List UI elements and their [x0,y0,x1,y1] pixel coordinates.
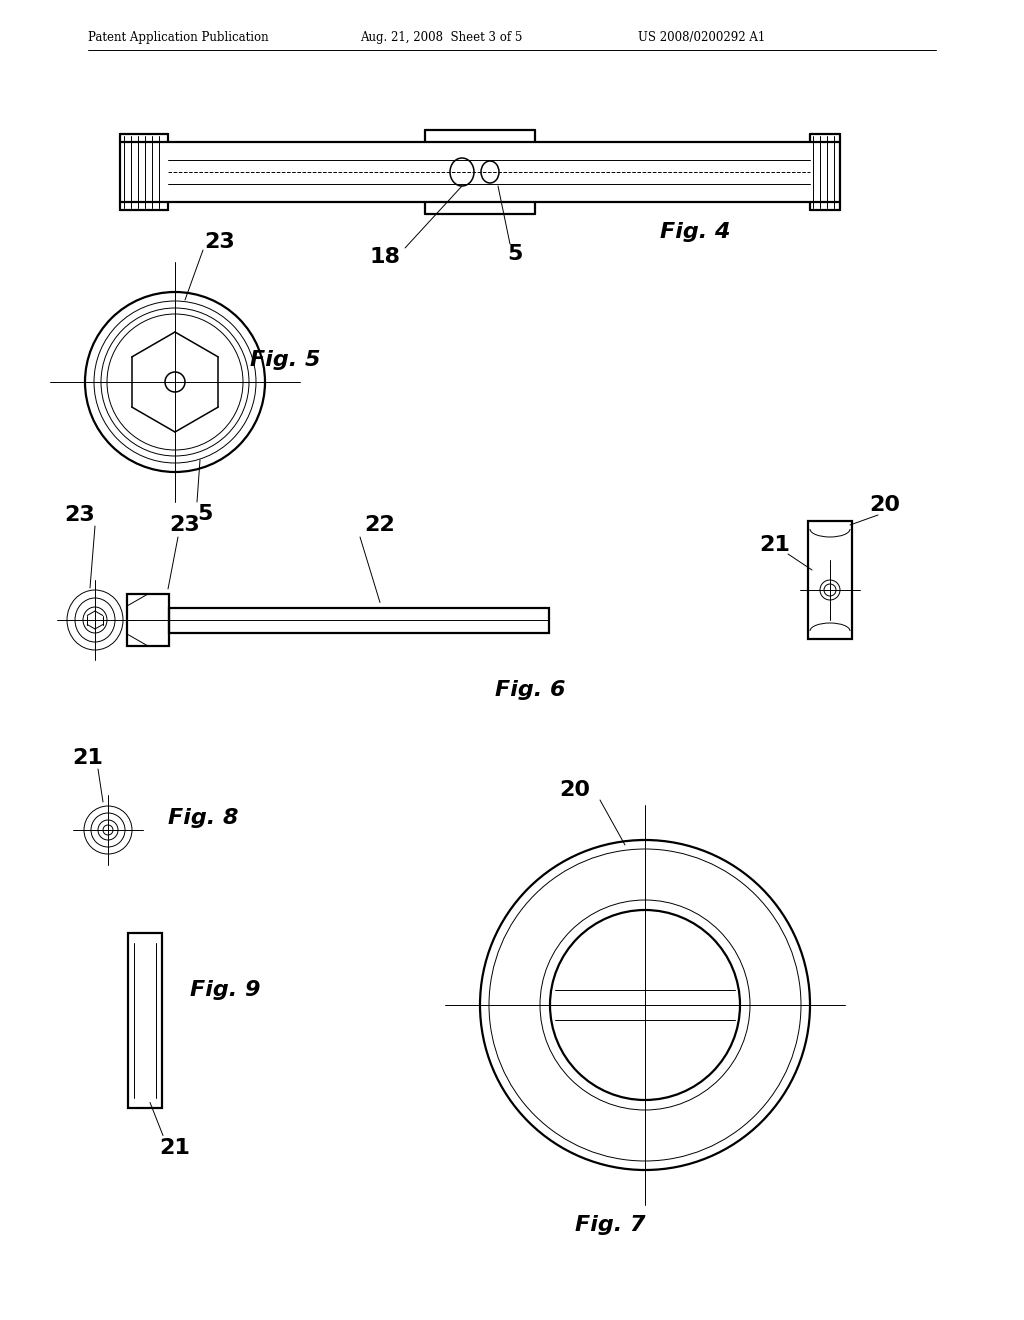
Text: 18: 18 [370,247,400,267]
Text: 5: 5 [507,244,522,264]
Text: Aug. 21, 2008  Sheet 3 of 5: Aug. 21, 2008 Sheet 3 of 5 [360,32,522,45]
Text: Patent Application Publication: Patent Application Publication [88,32,268,45]
Text: Fig. 5: Fig. 5 [250,350,321,370]
Bar [127,594,169,645]
Text: Fig. 9: Fig. 9 [189,979,260,1001]
Text: 23: 23 [205,232,236,252]
Bar [128,932,162,1107]
Text: Fig. 4: Fig. 4 [659,222,730,242]
Text: 20: 20 [869,495,900,515]
Text: 23: 23 [65,506,95,525]
Text: US 2008/0200292 A1: US 2008/0200292 A1 [638,32,765,45]
Text: 21: 21 [160,1138,190,1158]
Text: Fig. 6: Fig. 6 [495,680,565,700]
Text: Fig. 8: Fig. 8 [168,808,239,828]
Text: 5: 5 [198,504,213,524]
Text: 21: 21 [760,535,791,554]
Text: Fig. 7: Fig. 7 [574,1214,645,1236]
Text: 22: 22 [365,515,395,535]
Bar [169,607,549,632]
Text: 20: 20 [559,780,591,800]
Text: 21: 21 [73,748,103,768]
Bar [808,521,852,639]
Text: 23: 23 [170,515,201,535]
